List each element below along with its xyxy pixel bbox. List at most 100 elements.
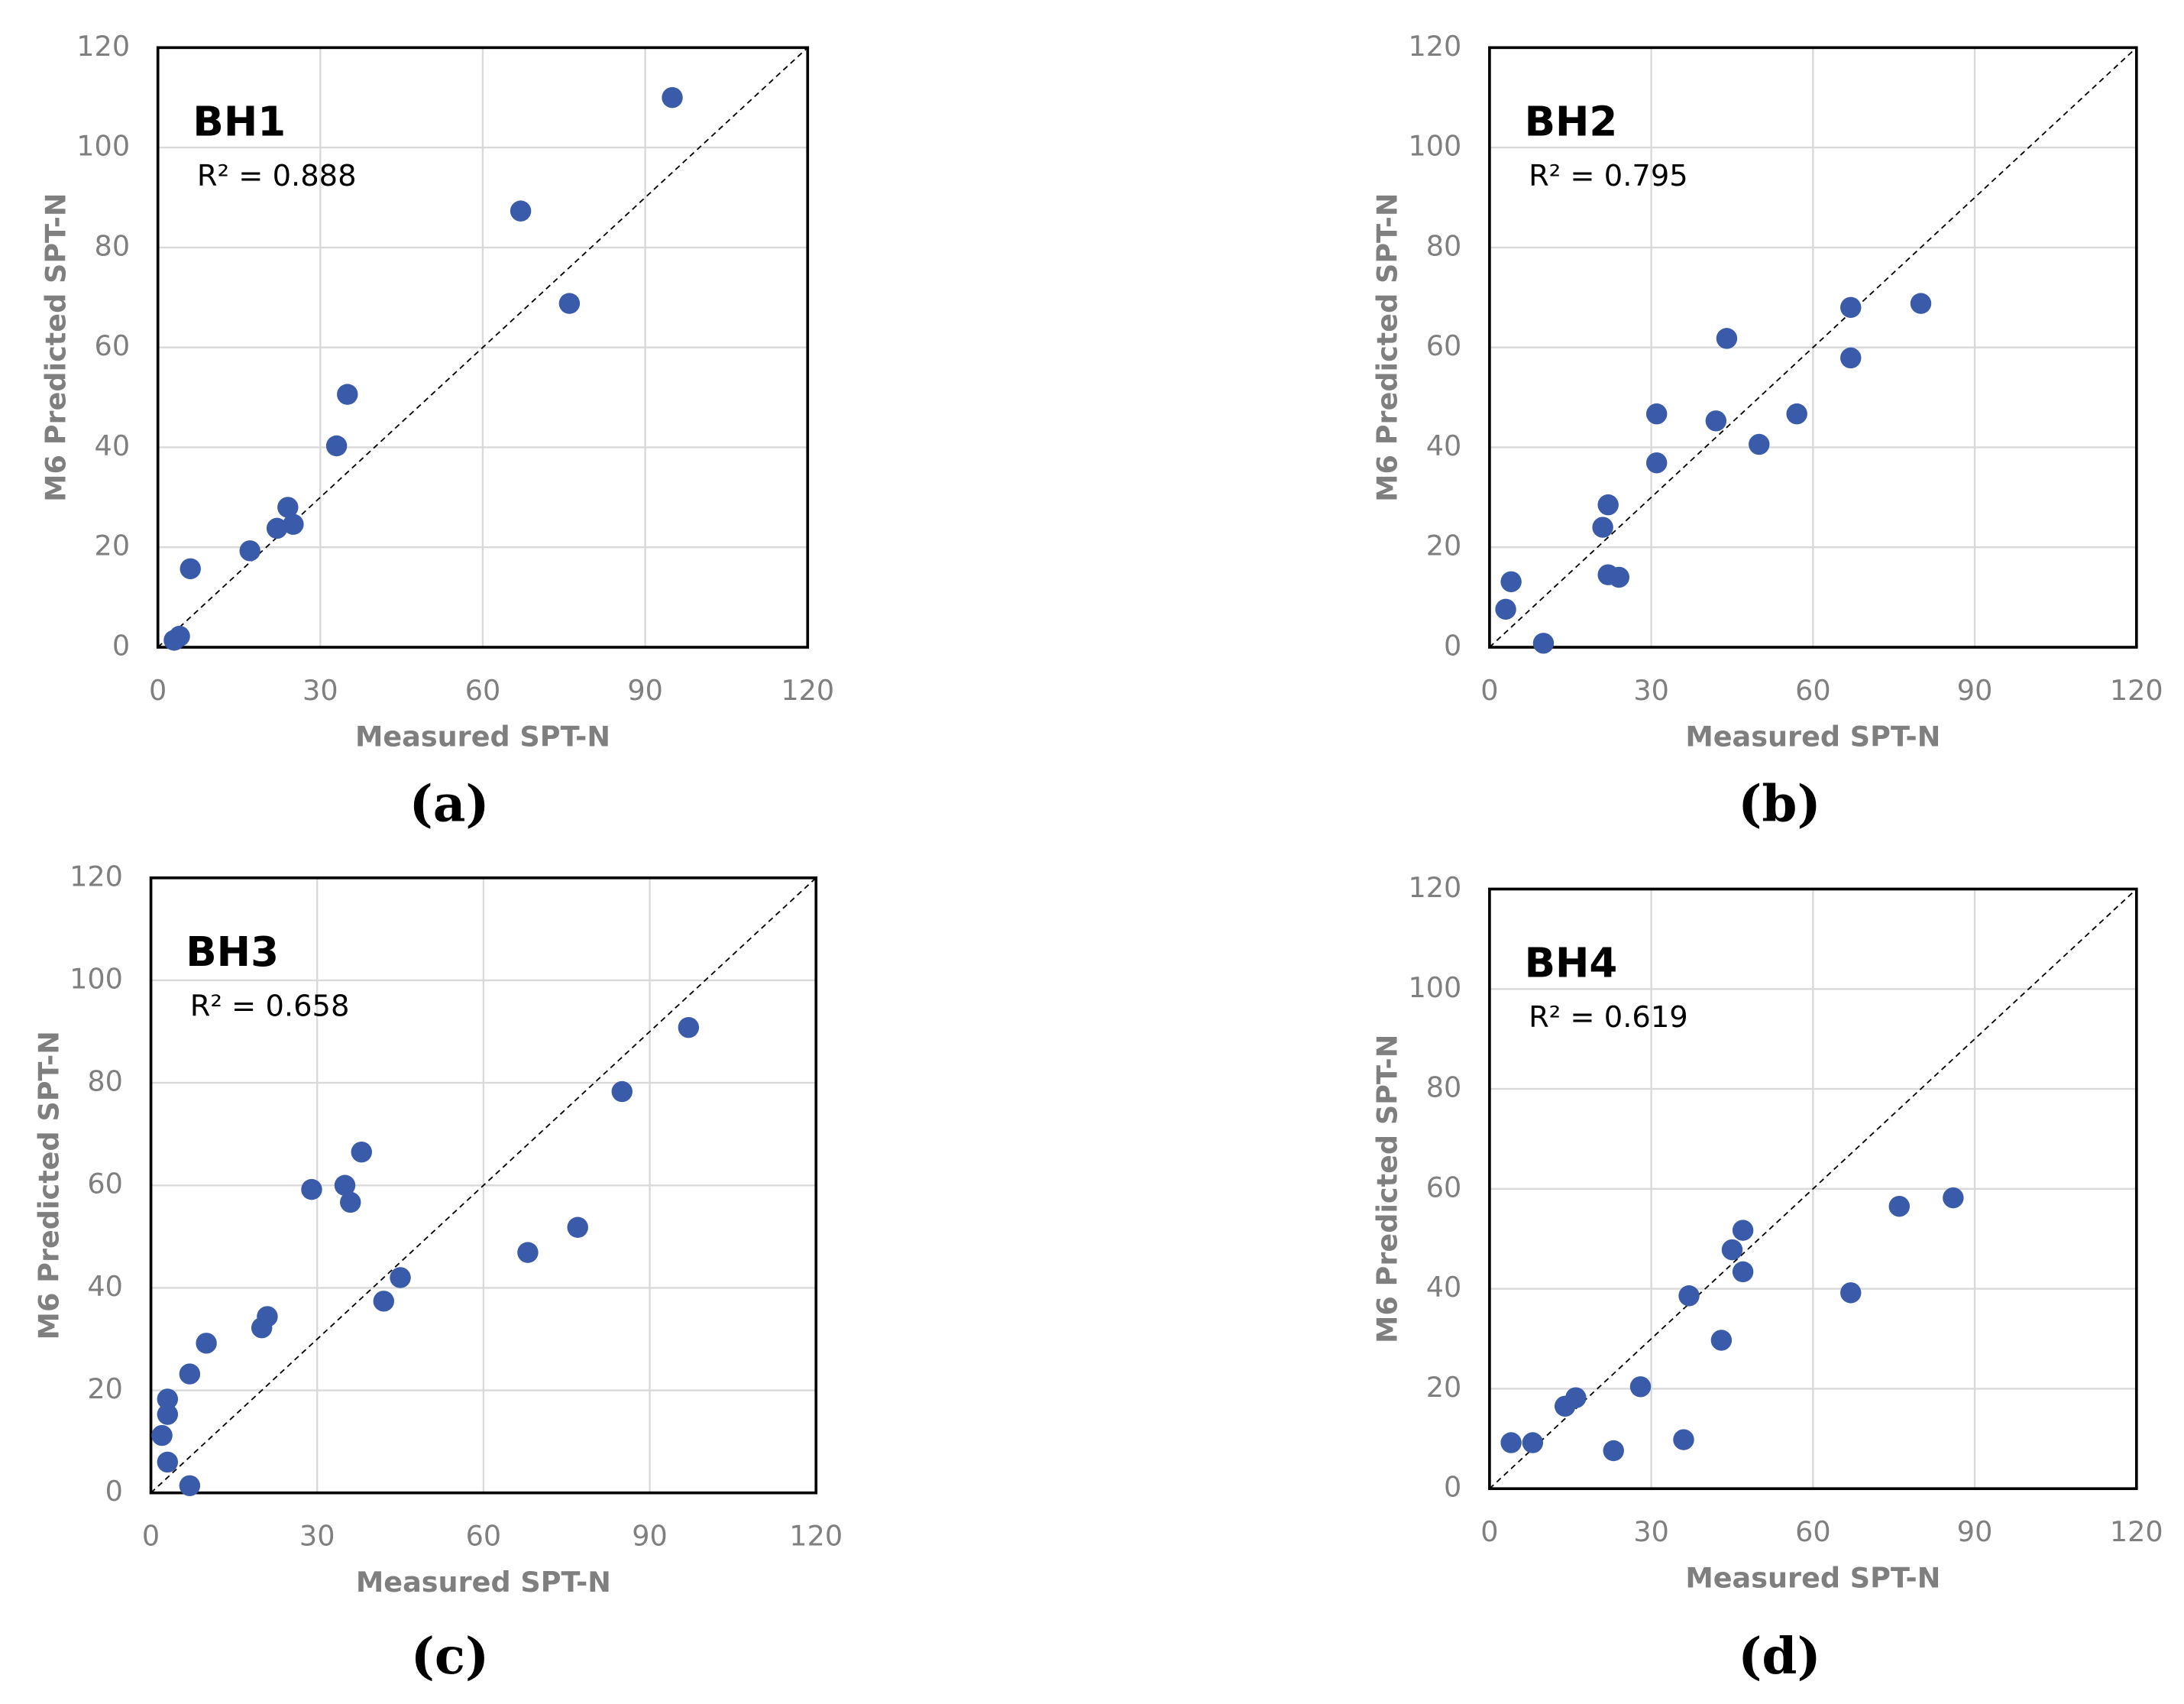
point [179,1475,201,1497]
x-tick-label: 0 [1480,1515,1498,1548]
point [1645,452,1668,474]
point [510,200,532,222]
y-tick-label: 100 [1408,971,1461,1004]
point [1732,1261,1754,1283]
point [1500,1432,1522,1453]
point [567,1216,588,1238]
reference-line [1489,47,2137,648]
point [373,1291,395,1312]
y-tick-label: 0 [112,630,130,662]
y-axis-label: M6 Predicted SPT-N [39,193,72,501]
point [1603,1440,1624,1462]
point [1910,293,1932,314]
point [351,1141,372,1163]
y-tick-label: 80 [95,229,131,262]
chart-title: BH4 [1525,940,1618,987]
point [517,1242,539,1263]
y-tick-label: 80 [1426,1071,1462,1104]
point [277,497,299,518]
x-tick-label: 120 [789,1520,843,1553]
x-tick-label: 90 [1957,1515,1993,1548]
y-tick-label: 100 [1408,130,1461,163]
y-tick-label: 40 [1426,429,1462,462]
reference-line [150,877,817,1494]
point [1597,494,1619,516]
x-tick-label: 120 [2110,674,2163,707]
y-tick-label: 20 [1426,1371,1462,1404]
point [1786,403,1807,425]
point [1629,1376,1652,1398]
point [558,293,581,314]
point [1732,1220,1754,1241]
x-tick-label: 0 [149,674,167,707]
point [1721,1239,1743,1261]
x-axis-label: Measured SPT-N [356,1566,611,1599]
y-tick-label: 0 [1444,1471,1461,1504]
y-tick-label: 60 [1426,329,1462,362]
annotation: R² = 0.795 [1529,159,1688,193]
y-tick-label: 100 [70,962,123,995]
point [1710,1330,1733,1351]
x-tick-label: 90 [627,674,663,707]
annotation: R² = 0.888 [197,159,357,193]
panel-label: (b) [1738,773,1820,833]
point [340,1191,361,1213]
y-tick-label: 20 [1426,530,1462,562]
y-axis-label: M6 Predicted SPT-N [1371,193,1404,501]
plot-frame [1488,46,2138,649]
point [1673,1429,1694,1450]
x-tick-label: 30 [303,674,338,707]
annotation: R² = 0.619 [1529,1000,1688,1035]
x-tick-label: 120 [2110,1515,2163,1548]
y-axis-label: M6 Predicted SPT-N [1371,1035,1404,1343]
y-tick-label: 80 [87,1065,123,1098]
y-tick-label: 60 [95,329,131,362]
plot-frame [156,46,810,649]
point [157,1451,179,1473]
y-tick-label: 80 [1426,229,1462,262]
y-tick-label: 40 [95,429,131,462]
x-axis-label: Measured SPT-N [1685,720,1940,753]
point [1522,1432,1544,1453]
point [1554,1395,1576,1417]
point [180,558,201,580]
point [251,1317,273,1339]
point [1888,1195,1910,1217]
reference-line [1489,888,2137,1489]
point [390,1267,411,1288]
point [1678,1285,1700,1307]
point [266,517,288,539]
point [1749,433,1770,455]
annotation: R² = 0.658 [190,989,350,1023]
point [1608,566,1630,588]
point [1592,517,1613,538]
y-tick-label: 20 [95,530,131,562]
panel-label: (d) [1738,1626,1820,1686]
x-axis-label: Measured SPT-N [355,720,610,753]
y-tick-label: 60 [1426,1171,1462,1203]
x-tick-label: 60 [466,1520,502,1553]
point [1532,633,1555,654]
point [239,540,260,562]
x-tick-label: 60 [465,674,501,707]
x-tick-label: 60 [1795,674,1831,707]
x-tick-label: 0 [1480,674,1498,707]
plot-frame [1488,887,2138,1491]
y-tick-label: 20 [87,1372,123,1405]
y-tick-label: 120 [70,860,123,892]
point [334,1174,356,1196]
x-axis-label: Measured SPT-N [1685,1562,1940,1595]
point [1943,1187,1964,1209]
y-tick-label: 60 [87,1168,123,1200]
point [163,630,185,651]
y-axis-label: M6 Predicted SPT-N [32,1031,65,1340]
x-tick-label: 90 [632,1520,668,1553]
panel-label: (c) [411,1626,489,1686]
x-tick-label: 90 [1957,674,1993,707]
y-tick-label: 120 [1408,871,1461,904]
chart-title: BH3 [186,928,279,976]
point [1645,403,1668,425]
x-tick-label: 30 [1633,674,1669,707]
point [1840,347,1862,369]
point [1840,296,1862,319]
